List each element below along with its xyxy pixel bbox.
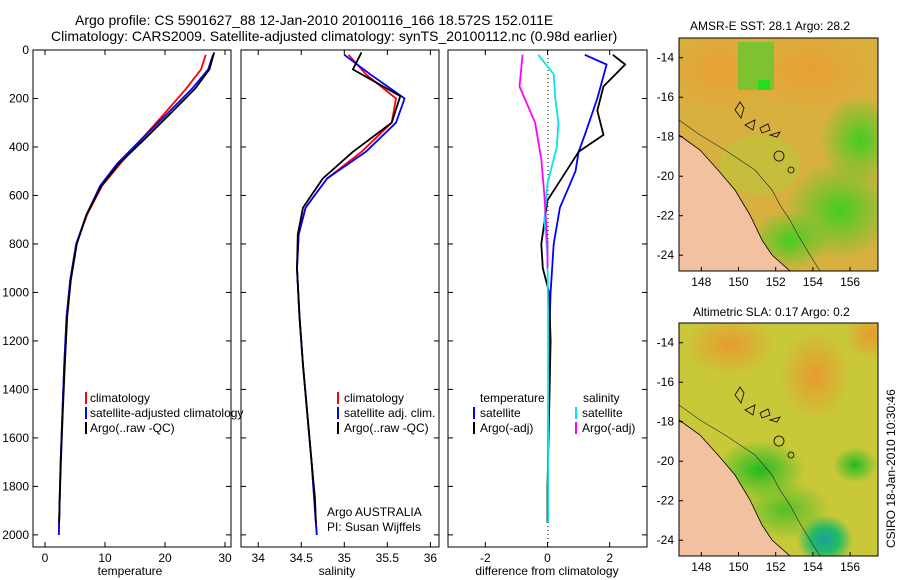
ytick-label: 1600 xyxy=(2,431,29,445)
ytick-label: 1800 xyxy=(2,479,29,493)
sst-map-frame xyxy=(678,37,879,272)
ytick-label: 2000 xyxy=(2,528,29,542)
map-xtick-label: 156 xyxy=(840,560,860,574)
ytick-label: 0 xyxy=(22,43,29,57)
salinity-panel: 34 34.5 35 35.5 36 salinity climatology sate… xyxy=(240,49,440,578)
map-ytick-label: -16 xyxy=(657,90,675,104)
xtick-label: 34.5 xyxy=(290,551,314,565)
ytick-label: 1200 xyxy=(2,334,29,348)
legend-title-temperature: temperature xyxy=(480,391,545,405)
salinity-legend: climatology satellite adj. clim. Argo(..… xyxy=(337,391,435,435)
sla-map: -14 -16 -18 -20 -22 -24 148 150 152 154 156 xyxy=(657,322,879,574)
legend-label-sal-satellite: satellite xyxy=(582,406,623,420)
salinity-axes-frame xyxy=(240,49,440,548)
series-line-salinity-satellite xyxy=(537,54,560,523)
ytick-label: 1000 xyxy=(2,285,29,299)
series-line-salinity-argo xyxy=(518,54,549,269)
map-ytick-label: -24 xyxy=(657,533,675,547)
figure-title-line1: Argo profile: CS 5901627_88 12-Jan-2010 … xyxy=(75,12,554,28)
legend-label-temp-argo: Argo(-adj) xyxy=(480,421,533,435)
legend-label-temp-satellite: satellite xyxy=(480,406,521,420)
sla-map-title: Altimetric SLA: 0.17 Argo: 0.2 xyxy=(693,305,850,319)
difference-legend: temperature satellite Argo(-adj) salinit… xyxy=(473,391,635,435)
xtick-label: 10 xyxy=(98,551,112,565)
map-xtick-label: 148 xyxy=(691,275,711,289)
sst-map-field xyxy=(679,38,878,271)
series-line-temperature-argo xyxy=(540,54,627,523)
series-line-climatology xyxy=(57,54,207,535)
map-ytick-label: -22 xyxy=(657,494,675,508)
xtick-label: 34 xyxy=(252,551,266,565)
temperature-xlabel: temperature xyxy=(98,564,163,578)
ytick-label: 800 xyxy=(9,237,29,251)
legend-label-satellite: satellite adj. clim. xyxy=(344,406,435,420)
xtick-label: 0 xyxy=(42,551,49,565)
argo-program-label: Argo AUSTRALIA xyxy=(327,505,422,519)
legend-label-climatology: climatology xyxy=(90,391,150,405)
map-xtick-label: 154 xyxy=(803,275,823,289)
legend-label-sal-argo: Argo(-adj) xyxy=(582,421,635,435)
xtick-label: 35 xyxy=(338,551,352,565)
ytick-label: 200 xyxy=(9,91,29,105)
map-ytick-label: -20 xyxy=(657,454,675,468)
salinity-xlabel: salinity xyxy=(319,564,356,578)
ytick-label: 1400 xyxy=(2,382,29,396)
legend-label-argo: Argo(..raw -QC) xyxy=(344,421,429,435)
difference-panel: -2 0 2 difference from climatology tempera… xyxy=(447,49,648,578)
ytick-label: 600 xyxy=(9,188,29,202)
map-ytick-label: -24 xyxy=(657,248,675,262)
csiro-timestamp: CSIRO 18-Jan-2010 10:30:46 xyxy=(884,389,898,548)
map-ytick-label: -14 xyxy=(657,336,675,350)
map-xtick-label: 150 xyxy=(728,275,748,289)
map-ytick-label: -18 xyxy=(657,130,675,144)
map-xtick-label: 150 xyxy=(728,560,748,574)
legend-label-argo: Argo(..raw -QC) xyxy=(90,421,175,435)
figure-title-line2: Climatology: CARS2009. Satellite-adjuste… xyxy=(51,28,618,44)
xtick-label: 35.5 xyxy=(376,551,400,565)
xtick-label: 2 xyxy=(606,551,613,565)
map-ytick-label: -16 xyxy=(657,375,675,389)
xtick-label: 0 xyxy=(544,551,551,565)
legend-title-salinity: salinity xyxy=(583,391,620,405)
xtick-label: 30 xyxy=(218,551,232,565)
map-xtick-label: 152 xyxy=(766,275,786,289)
series-line-temperature-satellite xyxy=(547,53,608,523)
xtick-label: 36 xyxy=(424,551,438,565)
series-line-satellite xyxy=(57,54,214,535)
legend-label-satellite: satellite-adjusted climatology xyxy=(90,406,243,420)
map-xtick-label: 154 xyxy=(803,560,823,574)
ytick-label: 400 xyxy=(9,140,29,154)
map-ytick-label: -18 xyxy=(657,415,675,429)
map-ytick-label: -14 xyxy=(657,51,675,65)
sst-map-title: AMSR-E SST: 28.1 Argo: 28.2 xyxy=(690,19,851,33)
series-line-argo xyxy=(296,51,402,523)
sla-map-field xyxy=(679,323,878,556)
map-xtick-label: 152 xyxy=(766,560,786,574)
xtick-label: 20 xyxy=(158,551,172,565)
xtick-label: -2 xyxy=(480,551,491,565)
legend-label-climatology: climatology xyxy=(344,391,404,405)
argo-pi-label: PI: Susan Wijffels xyxy=(327,520,421,534)
map-ytick-label: -22 xyxy=(657,209,675,223)
difference-xlabel: difference from climatology xyxy=(475,564,618,578)
temperature-axes-frame xyxy=(32,49,232,548)
series-line-argo xyxy=(58,52,216,523)
map-ytick-label: -20 xyxy=(657,169,675,183)
map-xtick-label: 156 xyxy=(840,275,860,289)
temperature-panel: 0 10 20 30 0 200 400 600 800 1000 1200 1400 1600 1800… xyxy=(2,43,243,578)
sst-map: -14 -16 -18 -20 -22 -24 148 150 152 154 156 xyxy=(657,37,879,289)
map-xtick-label: 148 xyxy=(691,560,711,574)
temperature-legend: climatology satellite-adjusted climatolo… xyxy=(85,391,243,435)
sla-map-frame xyxy=(678,322,879,557)
